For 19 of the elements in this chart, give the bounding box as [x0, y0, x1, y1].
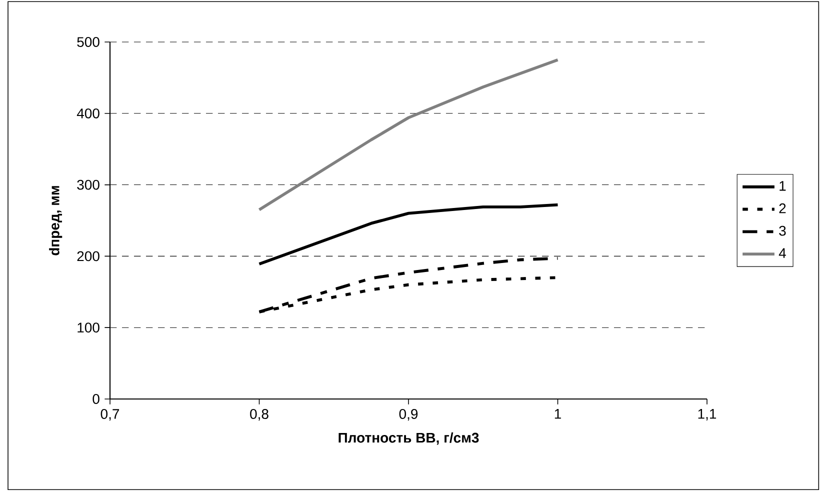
- y-tick-label: 200: [77, 251, 100, 262]
- x-tick-label: 1,1: [698, 409, 716, 420]
- y-tick-label: 100: [78, 322, 100, 333]
- y-tick-label: 0: [92, 394, 100, 404]
- x-axis-title: Плотность ВВ, г/см3: [338, 432, 479, 445]
- x-tick-label: 1: [554, 409, 561, 419]
- y-tick-label: 400: [76, 108, 100, 118]
- line-series: [258, 58, 560, 212]
- legend-label: 4: [778, 248, 786, 258]
- y-axis-title: dпред, мм: [49, 186, 62, 256]
- legend-label: 2: [779, 203, 786, 214]
- y-tick-label: 300: [77, 180, 100, 190]
- x-tick-label: 0,9: [399, 409, 418, 421]
- x-tick-label: 0,7: [100, 409, 120, 421]
- legend-label: 1: [780, 181, 786, 191]
- x-tick-label: 0,8: [250, 409, 268, 421]
- y-tick-label: 500: [77, 37, 100, 47]
- legend-label: 3: [779, 226, 786, 236]
- line-series: [258, 203, 560, 266]
